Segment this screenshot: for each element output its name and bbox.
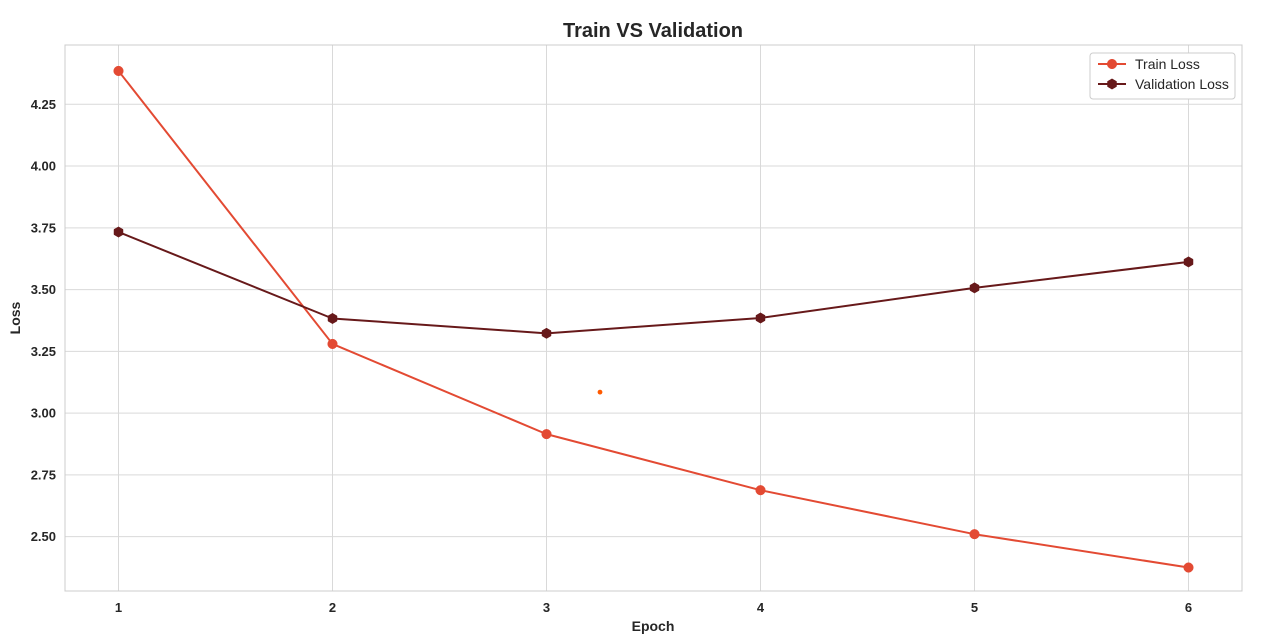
series-group [113,65,1194,573]
x-tick-label: 6 [1185,600,1192,615]
legend-item-train-loss: Train Loss [1098,56,1200,72]
y-tick-label: 3.25 [31,344,56,359]
validation-loss-point [541,327,552,339]
legend: Train Loss Validation Loss [1089,52,1236,100]
x-axis-label: Epoch [632,618,675,634]
legend-label: Validation Loss [1135,76,1229,92]
legend-box [1089,52,1236,100]
train-loss-line [117,70,1189,569]
y-tick-label: 2.75 [31,467,56,482]
plot-area [64,44,1243,592]
train-loss-point [969,529,980,540]
annotation-group [597,389,603,395]
legend-item-validation-loss: Validation Loss [1098,76,1229,92]
validation-loss-point [969,282,980,294]
y-tick-label: 3.00 [31,406,56,421]
x-tick-label: 1 [115,600,122,615]
y-axis-label: Loss [7,301,23,334]
x-tick-label: 5 [971,600,978,615]
x-tick-label: 2 [329,600,336,615]
y-tick-label: 2.50 [31,529,56,544]
grid-lines [65,45,1242,591]
legend-label: Train Loss [1135,56,1200,72]
train-loss-series [113,65,1194,573]
legend-swatch-marker [1107,78,1117,90]
x-tick-label: 3 [543,600,550,615]
train-loss-point [1183,562,1194,573]
validation-loss-series [113,226,1194,339]
validation-loss-line [118,231,1189,335]
x-tick-labels: 1 2 3 4 5 6 [115,600,1192,615]
annotation-dot [597,389,603,395]
legend-swatch-marker [1106,58,1118,70]
train-loss-point [327,338,338,349]
y-tick-labels: 2.50 2.75 3.00 3.25 3.50 3.75 4.00 4.25 [31,97,56,544]
y-tick-label: 3.75 [31,220,56,235]
validation-loss-point [113,226,124,238]
train-loss-point [113,65,124,76]
y-tick-label: 4.00 [31,159,56,174]
chart-title: Train VS Validation [563,20,743,42]
y-tick-label: 4.25 [31,97,56,112]
x-tick-label: 4 [757,600,765,615]
validation-loss-point [327,313,338,324]
train-loss-point [541,429,552,440]
validation-loss-point [755,312,766,324]
y-tick-label: 3.50 [31,282,56,297]
train-loss-point [755,485,766,496]
validation-loss-point [1183,256,1194,268]
